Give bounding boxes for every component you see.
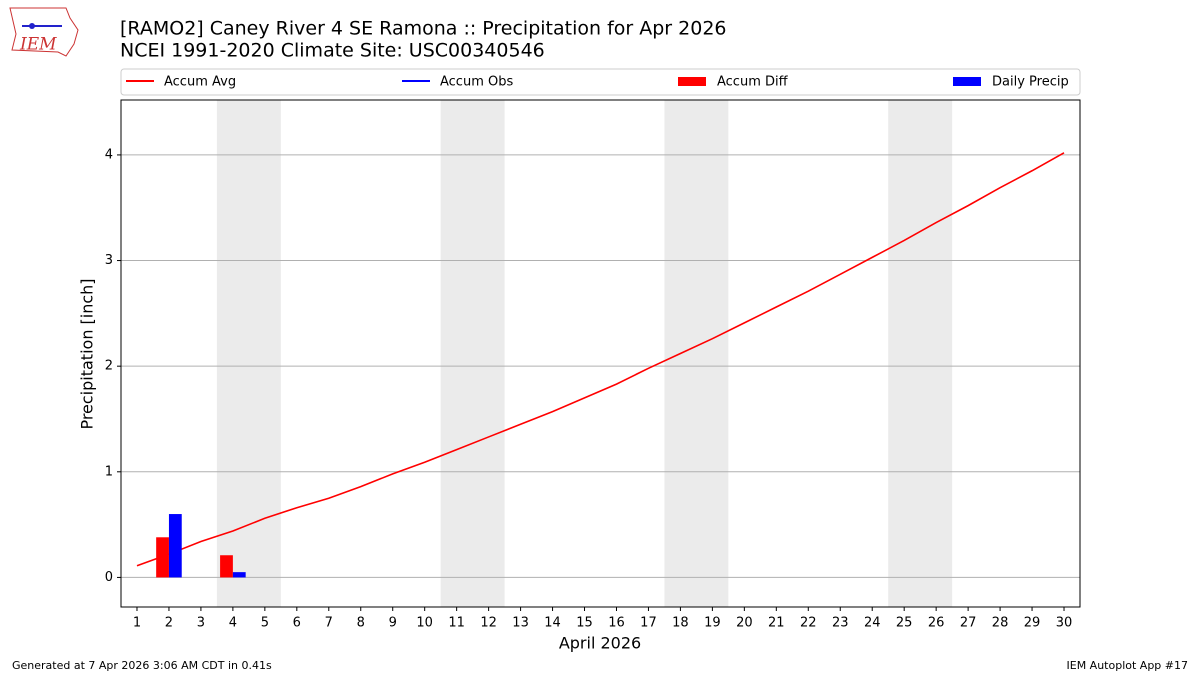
x-tick-label: 27 [960, 616, 977, 631]
plot-frame [120, 99, 1081, 608]
x-tick-label: 17 [640, 616, 657, 631]
weekend-span [440, 100, 505, 607]
x-tick-label: 21 [768, 616, 785, 631]
line [136, 152, 1065, 567]
weekend-span [888, 100, 953, 607]
logo-text: IEM [19, 35, 57, 55]
x-tick-label: 14 [544, 616, 561, 631]
x-tick-label: 25 [896, 616, 913, 631]
x-tick-label: 29 [1024, 616, 1041, 631]
x-tick-label: 16 [608, 616, 625, 631]
legend-label: Daily Precip [992, 75, 1069, 90]
bar [220, 555, 233, 578]
x-tick-label: 5 [261, 616, 269, 631]
x-tick-label: 28 [992, 616, 1009, 631]
x-tick-label: 9 [389, 616, 397, 631]
legend-label: Accum Obs [440, 75, 513, 90]
x-tick-label: 4 [229, 616, 237, 631]
x-tick-label: 1 [133, 616, 141, 631]
x-tick-label: 24 [864, 616, 881, 631]
y-tick-label: 3 [105, 253, 113, 268]
x-tick-label: 6 [293, 616, 301, 631]
x-tick-label: 30 [1056, 616, 1073, 631]
x-tick-label: 18 [672, 616, 689, 631]
x-tick-label: 20 [736, 616, 753, 631]
y-tick-label: 4 [105, 147, 113, 162]
weekend-span [664, 100, 729, 607]
logo-icon [29, 23, 35, 29]
x-tick-label: 13 [512, 616, 529, 631]
x-tick-label: 19 [704, 616, 721, 631]
legend-swatch [953, 77, 981, 86]
x-tick-label: 23 [832, 616, 849, 631]
bar [232, 572, 246, 578]
bar [156, 537, 169, 578]
y-tick-label: 1 [105, 464, 113, 479]
y-tick-label: 0 [105, 570, 113, 585]
chart-title: [RAMO2] Caney River 4 SE Ramona :: Preci… [120, 18, 727, 40]
x-tick-label: 7 [325, 616, 333, 631]
x-tick-label: 12 [480, 616, 497, 631]
x-tick-label: 8 [357, 616, 365, 631]
legend [120, 68, 1081, 96]
footer-right: IEM Autoplot App #17 [1067, 659, 1189, 672]
logo: IEM [9, 7, 79, 57]
x-tick-label: 26 [928, 616, 945, 631]
chart-subtitle: NCEI 1991-2020 Climate Site: USC00340546 [120, 40, 545, 62]
weekend-span [216, 100, 281, 607]
x-axis-label: April 2026 [559, 634, 641, 653]
bar [168, 514, 182, 578]
x-tick-label: 22 [800, 616, 817, 631]
footer-left: Generated at 7 Apr 2026 3:06 AM CDT in 0… [12, 659, 272, 672]
y-axis-label: Precipitation [inch] [78, 278, 97, 429]
legend-label: Accum Avg [164, 75, 236, 90]
y-tick-label: 2 [105, 359, 113, 374]
x-tick-label: 2 [165, 616, 173, 631]
x-tick-label: 3 [197, 616, 205, 631]
legend-label: Accum Diff [717, 75, 789, 90]
logo-outline [9, 7, 79, 57]
x-tick-label: 15 [576, 616, 593, 631]
x-tick-label: 11 [448, 616, 465, 631]
x-tick-label: 10 [416, 616, 433, 631]
legend-swatch [678, 77, 706, 86]
